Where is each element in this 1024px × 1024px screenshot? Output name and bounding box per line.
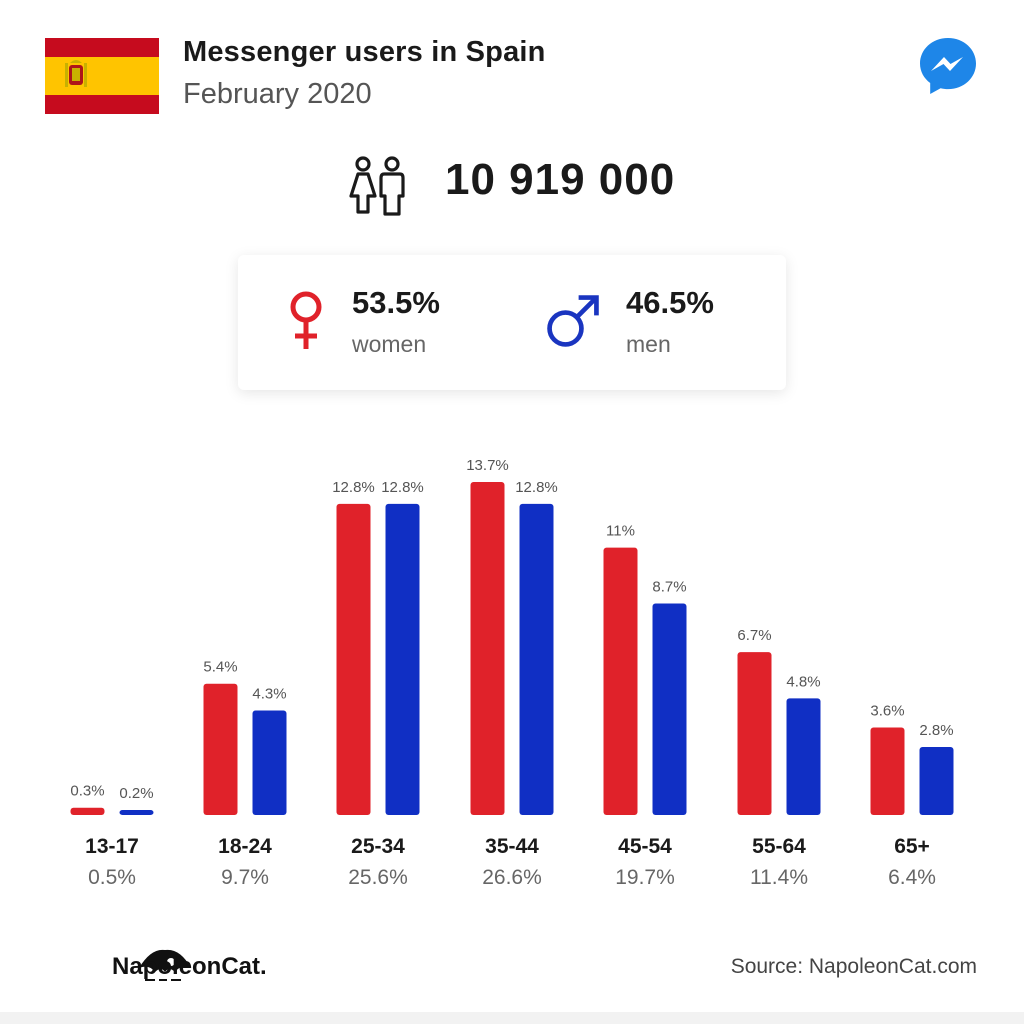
- category-label-18-24: 18-24: [218, 835, 272, 858]
- category-label-45-54: 45-54: [618, 835, 672, 858]
- data-label-men-13-17: 0.2%: [119, 785, 153, 802]
- data-label-women-55-64: 6.7%: [737, 627, 771, 644]
- source-text: Source: NapoleonCat.com: [730, 955, 977, 978]
- data-label-women-25-34: 12.8%: [332, 479, 375, 496]
- spain-flag-icon: [45, 38, 159, 114]
- bar-women-18-24: [203, 683, 238, 815]
- data-label-men-18-24: 4.3%: [252, 685, 286, 702]
- category-label-13-17: 13-17: [85, 835, 139, 858]
- category-label-25-34: 25-34: [351, 835, 405, 858]
- bar-men-13-17: [119, 810, 154, 815]
- women-percent: 53.5%: [352, 285, 440, 320]
- page-subtitle: February 2020: [183, 78, 372, 110]
- data-label-women-45-54: 11%: [606, 523, 635, 540]
- page-title: Messenger users in Spain: [183, 36, 546, 68]
- category-total-55-64: 11.4%: [750, 866, 808, 889]
- data-label-men-25-34: 12.8%: [381, 479, 424, 496]
- men-label: men: [626, 331, 671, 357]
- male-symbol-icon: [547, 295, 599, 347]
- bar-women-55-64: [737, 652, 772, 815]
- bar-men-25-34: [385, 503, 420, 815]
- bar-women-25-34: [336, 503, 371, 815]
- bar-women-65+: [870, 727, 905, 815]
- data-label-men-45-54: 8.7%: [652, 579, 686, 596]
- gender-summary-card: 53.5% women 46.5% men: [238, 255, 786, 390]
- category-label-65+: 65+: [894, 835, 930, 858]
- brand-name: NapoleonCat.: [112, 953, 267, 980]
- category-total-45-54: 19.7%: [615, 866, 675, 889]
- category-total-35-44: 26.6%: [482, 866, 542, 889]
- people-icon: [349, 156, 405, 216]
- bar-men-18-24: [252, 710, 287, 815]
- data-label-women-18-24: 5.4%: [203, 659, 237, 676]
- data-label-women-65+: 3.6%: [870, 702, 904, 719]
- data-label-men-55-64: 4.8%: [786, 673, 820, 690]
- data-label-men-65+: 2.8%: [919, 722, 953, 739]
- bar-women-13-17: [70, 807, 105, 815]
- age-gender-bar-chart: 0.3% 0.2% 13-17 0.5% 5.4% 4.3% 18-24 9.7% 12.8% 1…: [70, 457, 954, 889]
- bar-men-35-44: [519, 503, 554, 815]
- women-label: women: [352, 331, 427, 357]
- category-label-35-44: 35-44: [485, 835, 539, 858]
- category-total-65+: 6.4%: [888, 866, 936, 889]
- bar-women-35-44: [470, 482, 505, 815]
- data-label-men-35-44: 12.8%: [515, 479, 558, 496]
- bar-women-45-54: [603, 547, 638, 815]
- total-users: 10 919 000: [445, 155, 676, 204]
- men-percent: 46.5%: [626, 285, 714, 320]
- data-label-women-13-17: 0.3%: [70, 783, 104, 800]
- bottom-strip: [0, 1012, 1024, 1024]
- category-total-25-34: 25.6%: [348, 866, 408, 889]
- bar-men-55-64: [786, 698, 821, 815]
- category-total-18-24: 9.7%: [221, 866, 269, 889]
- napoleoncat-logo-icon: [139, 949, 191, 981]
- data-label-women-35-44: 13.7%: [466, 457, 509, 474]
- category-label-55-64: 55-64: [752, 835, 806, 858]
- bar-men-45-54: [652, 603, 687, 815]
- female-symbol-icon: [290, 291, 322, 349]
- messenger-logo-icon: [920, 38, 976, 94]
- category-total-13-17: 0.5%: [88, 866, 136, 889]
- bar-men-65+: [919, 746, 954, 815]
